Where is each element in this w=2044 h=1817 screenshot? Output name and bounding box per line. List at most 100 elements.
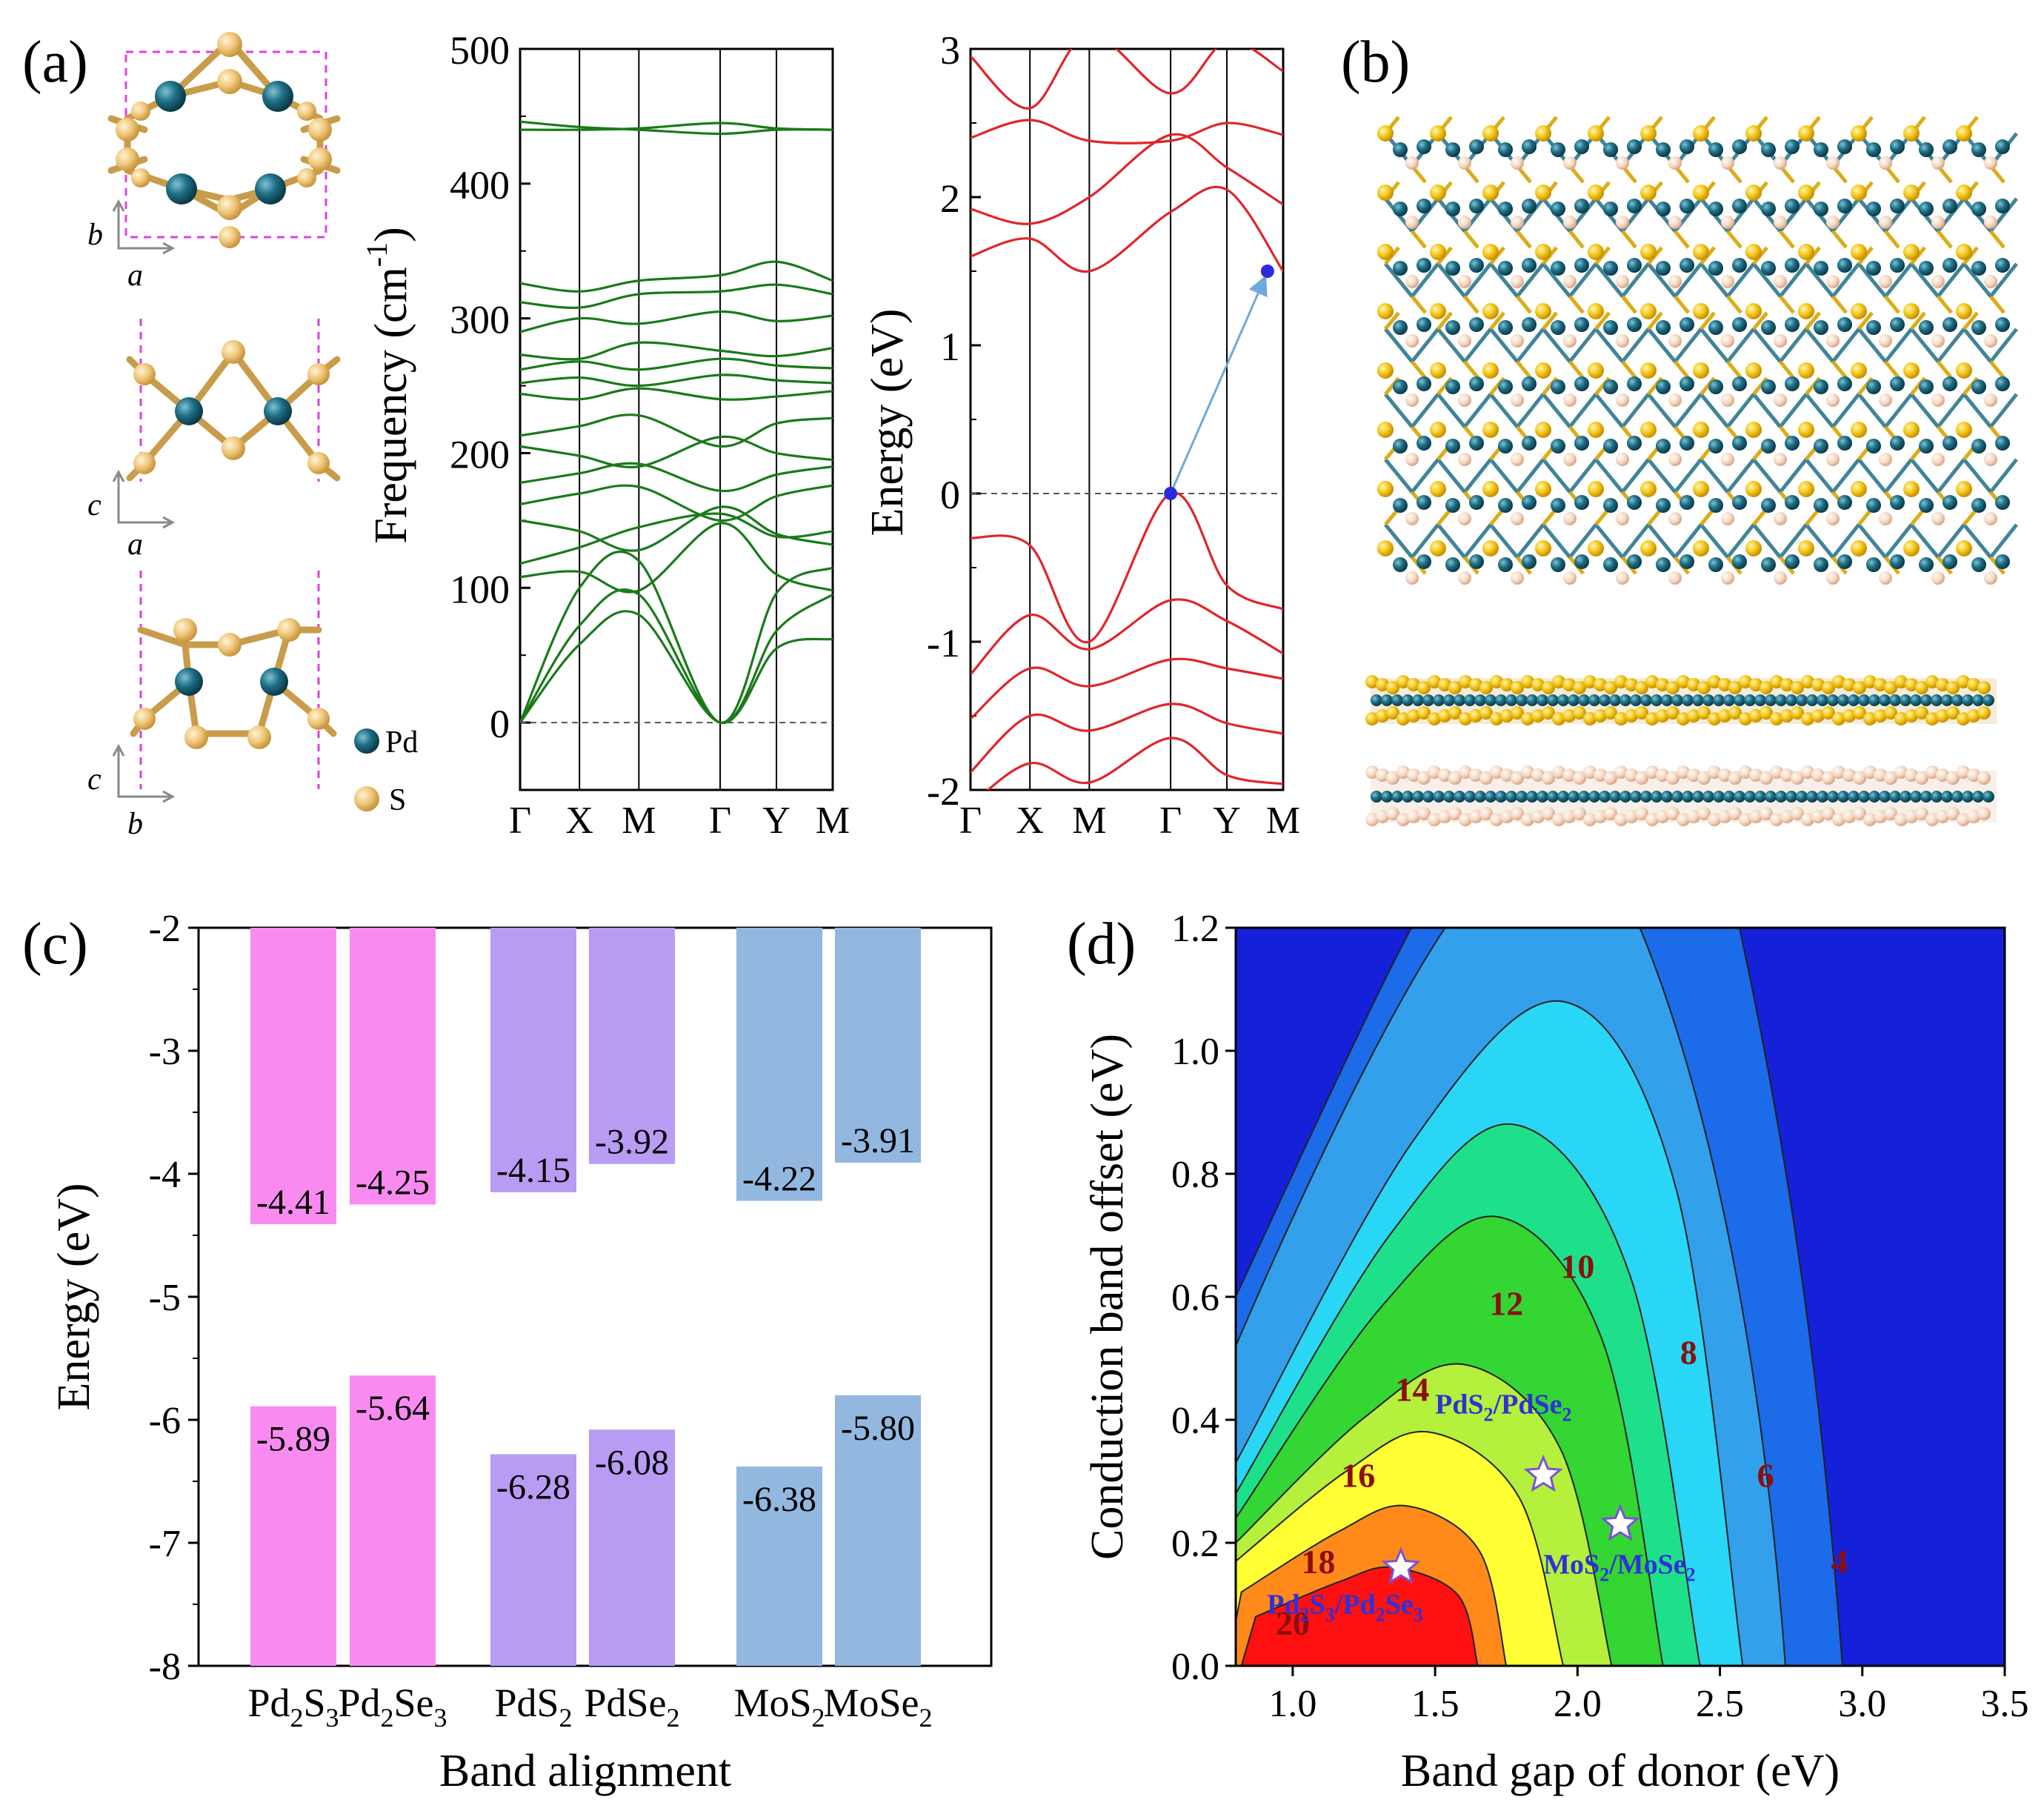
s-atom <box>1430 303 1446 319</box>
k-point-label: X <box>565 800 593 842</box>
pd-bond <box>1594 393 1624 428</box>
pd-atom <box>1547 791 1559 803</box>
se-atom <box>1625 768 1638 782</box>
s-atom <box>1851 185 1867 201</box>
pd-bond <box>1621 523 1650 559</box>
pd-bond <box>1674 262 1702 298</box>
pd-bond <box>1831 328 1860 363</box>
se-atom <box>1842 768 1856 782</box>
se-atom <box>1668 334 1682 348</box>
y-tick-label: -4 <box>149 1154 181 1196</box>
pd-atom <box>1557 791 1569 803</box>
pd-atom <box>1962 791 1974 803</box>
pd-atom <box>1866 379 1881 394</box>
dispersion-branch-b7 <box>520 484 833 522</box>
se-atom <box>1583 765 1597 779</box>
pd-bond <box>1857 328 1887 363</box>
se-atom <box>1721 571 1734 585</box>
pd-atom <box>1603 379 1618 394</box>
se-atom <box>1936 768 1949 782</box>
s-bond <box>1937 360 1953 379</box>
label-text: Se <box>1385 1589 1414 1620</box>
pd-atom <box>1868 694 1880 706</box>
se-atom <box>1832 813 1845 826</box>
s-atom <box>1677 675 1690 688</box>
pd-bond <box>1594 262 1624 298</box>
pd-atom <box>1417 317 1431 332</box>
pd-bond <box>1989 328 2018 363</box>
pd-atom <box>1568 791 1579 803</box>
pd-bond <box>1463 393 1492 428</box>
s-atom <box>1946 681 1960 694</box>
s-bond <box>1910 311 1926 330</box>
conduction-band-bar <box>250 928 336 1225</box>
se-atom <box>1874 768 1887 782</box>
s-atom <box>1851 362 1867 379</box>
se-atom <box>1448 807 1462 820</box>
se-atom <box>1774 393 1787 407</box>
se-atom <box>1614 765 1628 779</box>
pd-atom <box>1609 791 1621 803</box>
pd-atom <box>1732 199 1747 213</box>
pd-bond <box>1568 328 1597 363</box>
se-atom <box>1826 275 1840 288</box>
s-atom <box>1693 125 1709 142</box>
pd-bond <box>1489 523 1519 559</box>
pd-atom <box>1814 439 1828 454</box>
pd-bond <box>1384 458 1414 494</box>
se-atom <box>1594 768 1607 782</box>
contour-level-label: 18 <box>1301 1543 1335 1581</box>
pd-atom <box>1680 258 1694 273</box>
s-atom <box>1798 422 1814 438</box>
se-atom <box>1977 771 1991 785</box>
se-atom <box>1826 571 1840 585</box>
category-label: Pd2S3 <box>247 1681 339 1733</box>
s-atom <box>1459 675 1472 688</box>
s-atom <box>1407 709 1420 723</box>
pd-atom <box>1785 791 1797 803</box>
se-atom <box>1931 275 1945 288</box>
s-atom <box>1745 481 1762 497</box>
s-atom <box>1693 303 1709 319</box>
category-subscript: 2 <box>290 1703 304 1733</box>
pd-bond <box>1516 328 1545 363</box>
s-atom <box>1430 540 1446 557</box>
s-atom <box>1562 709 1576 723</box>
s-atom <box>1956 422 1972 438</box>
pd-atom <box>1941 791 1953 803</box>
s-atom <box>1957 675 1970 688</box>
se-atom <box>1728 771 1742 785</box>
phonon-plot-frame <box>519 47 834 791</box>
pd-atom <box>1972 791 1984 803</box>
pd-atom <box>1785 139 1800 154</box>
pd-atom <box>1983 694 1994 706</box>
s-atom <box>1521 712 1534 725</box>
s-atom <box>1535 481 1551 497</box>
pd-atom <box>1890 436 1905 451</box>
s-bond <box>1542 311 1558 330</box>
pd-bond <box>1700 328 1729 363</box>
s-atom <box>1822 681 1835 694</box>
pd-atom <box>1680 199 1694 213</box>
category-subscript: 2 <box>919 1703 933 1733</box>
pd-atom <box>1551 439 1565 454</box>
phonon-y-axis-title: Frequency (cm-1) <box>360 227 416 544</box>
s-atom <box>1640 244 1657 260</box>
pd-atom <box>1708 439 1723 454</box>
dispersion-branch-v3 <box>971 657 1283 720</box>
s-atom <box>1438 678 1451 691</box>
atom-legend: Pd S <box>354 725 418 817</box>
pd-bond <box>1489 393 1519 428</box>
pd-atom <box>1393 261 1408 276</box>
label-text: MoS <box>1543 1549 1599 1581</box>
pd-atom <box>1393 202 1408 216</box>
dispersion-branch-b14 <box>520 341 833 361</box>
pd-atom <box>1498 498 1513 513</box>
se-atom <box>1438 768 1451 782</box>
pd-atom <box>1627 317 1642 332</box>
pd-bond <box>1989 393 2018 428</box>
pd-atom <box>1417 139 1431 154</box>
se-atom <box>1894 813 1908 826</box>
pd-atom <box>1393 439 1408 454</box>
